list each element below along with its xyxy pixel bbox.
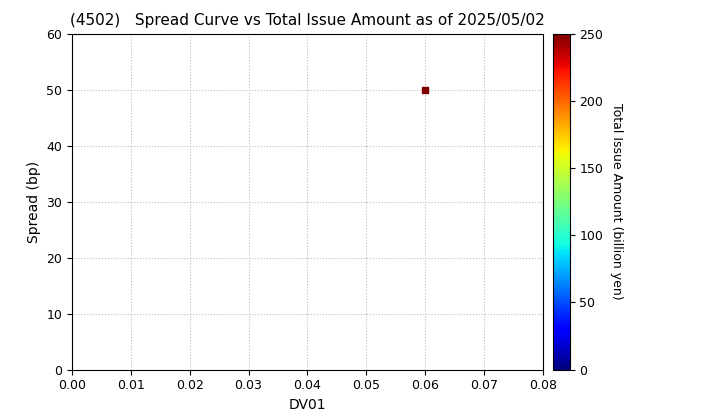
Y-axis label: Spread (bp): Spread (bp) — [27, 160, 41, 243]
Title: (4502)   Spread Curve vs Total Issue Amount as of 2025/05/02: (4502) Spread Curve vs Total Issue Amoun… — [70, 13, 545, 28]
Point — [419, 86, 431, 93]
Y-axis label: Total Issue Amount (billion yen): Total Issue Amount (billion yen) — [610, 103, 623, 300]
X-axis label: DV01: DV01 — [289, 398, 326, 412]
